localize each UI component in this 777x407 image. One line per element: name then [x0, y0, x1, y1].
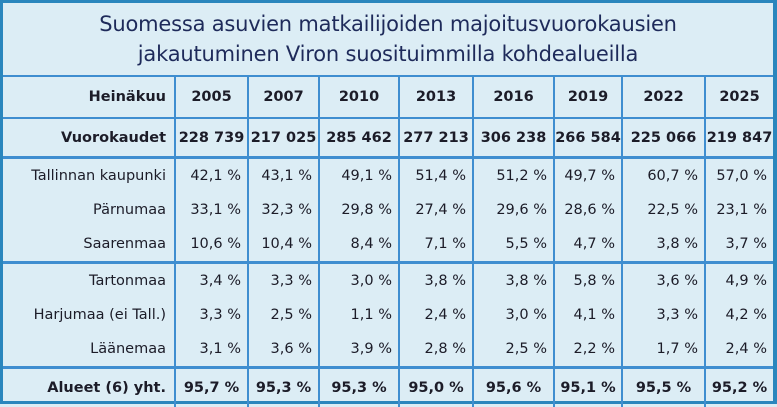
cell-value: 3,8 %	[622, 227, 705, 263]
cell-value: 95,1 %	[554, 368, 622, 407]
cell-value: 51,4 %	[399, 158, 473, 194]
nights-value: 228 739	[175, 118, 248, 158]
cell-value: 2,4 %	[399, 298, 473, 332]
nights-value: 277 213	[399, 118, 473, 158]
cell-value: 95,5 %	[622, 368, 705, 407]
year-header: 2016	[473, 76, 554, 118]
year-header: 2005	[175, 76, 248, 118]
cell-value: 49,1 %	[319, 158, 399, 194]
table-title: Suomessa asuvien matkailijoiden majoitus…	[3, 3, 773, 75]
cell-value: 2,5 %	[248, 298, 319, 332]
cell-value: 95,0 %	[399, 368, 473, 407]
total-row: Alueet (6) yht.95,7 %95,3 %95,3 %95,0 %9…	[3, 368, 773, 407]
cell-value: 33,1 %	[175, 193, 248, 227]
title-line-2: jakautuminen Viron suosituimmilla kohdea…	[3, 39, 773, 69]
cell-value: 95,7 %	[175, 368, 248, 407]
cell-value: 2,4 %	[705, 332, 773, 368]
cell-value: 3,9 %	[319, 332, 399, 368]
cell-value: 3,1 %	[175, 332, 248, 368]
cell-value: 23,1 %	[705, 193, 773, 227]
row-label: Alueet (6) yht.	[3, 368, 175, 407]
cell-value: 10,6 %	[175, 227, 248, 263]
row-label: Läänemaa	[3, 332, 175, 368]
row-label: Saarenmaa	[3, 227, 175, 263]
cell-value: 51,2 %	[473, 158, 554, 194]
cell-value: 49,7 %	[554, 158, 622, 194]
nights-label: Vuorokaudet	[3, 118, 175, 158]
nights-value: 285 462	[319, 118, 399, 158]
cell-value: 42,1 %	[175, 158, 248, 194]
nights-value: 217 025	[248, 118, 319, 158]
cell-value: 5,5 %	[473, 227, 554, 263]
year-header: 2019	[554, 76, 622, 118]
year-header: 2010	[319, 76, 399, 118]
cell-value: 27,4 %	[399, 193, 473, 227]
year-header: 2022	[622, 76, 705, 118]
nights-value: 225 066	[622, 118, 705, 158]
cell-value: 1,1 %	[319, 298, 399, 332]
cell-value: 3,8 %	[399, 263, 473, 299]
cell-value: 95,2 %	[705, 368, 773, 407]
cell-value: 2,8 %	[399, 332, 473, 368]
cell-value: 95,6 %	[473, 368, 554, 407]
cell-value: 95,3 %	[248, 368, 319, 407]
title-line-1: Suomessa asuvien matkailijoiden majoitus…	[3, 9, 773, 39]
nights-value: 219 847	[705, 118, 773, 158]
cell-value: 1,7 %	[622, 332, 705, 368]
cell-value: 3,0 %	[473, 298, 554, 332]
year-header: 2025	[705, 76, 773, 118]
cell-value: 3,8 %	[473, 263, 554, 299]
cell-value: 43,1 %	[248, 158, 319, 194]
cell-value: 3,3 %	[622, 298, 705, 332]
row-label: Tallinnan kaupunki	[3, 158, 175, 194]
cell-value: 3,3 %	[248, 263, 319, 299]
cell-value: 3,6 %	[248, 332, 319, 368]
cell-value: 4,7 %	[554, 227, 622, 263]
region-row: Harjumaa (ei Tall.)3,3 %2,5 %1,1 %2,4 %3…	[3, 298, 773, 332]
row-label: Pärnumaa	[3, 193, 175, 227]
cell-value: 3,7 %	[705, 227, 773, 263]
nights-value: 306 238	[473, 118, 554, 158]
cell-value: 7,1 %	[399, 227, 473, 263]
cell-value: 28,6 %	[554, 193, 622, 227]
cell-value: 2,5 %	[473, 332, 554, 368]
cell-value: 29,6 %	[473, 193, 554, 227]
header-row: Heinäkuu 2005 2007 2010 2013 2016 2019 2…	[3, 76, 773, 118]
cell-value: 2,2 %	[554, 332, 622, 368]
cell-value: 60,7 %	[622, 158, 705, 194]
year-header: 2007	[248, 76, 319, 118]
cell-value: 3,6 %	[622, 263, 705, 299]
cell-value: 32,3 %	[248, 193, 319, 227]
cell-value: 3,4 %	[175, 263, 248, 299]
year-header: 2013	[399, 76, 473, 118]
cell-value: 57,0 %	[705, 158, 773, 194]
cell-value: 5,8 %	[554, 263, 622, 299]
row-label: Harjumaa (ei Tall.)	[3, 298, 175, 332]
stats-table: Heinäkuu 2005 2007 2010 2013 2016 2019 2…	[3, 75, 773, 407]
nights-row: Vuorokaudet 228 739 217 025 285 462 277 …	[3, 118, 773, 158]
cell-value: 3,3 %	[175, 298, 248, 332]
cell-value: 8,4 %	[319, 227, 399, 263]
cell-value: 29,8 %	[319, 193, 399, 227]
cell-value: 3,0 %	[319, 263, 399, 299]
cell-value: 95,3 %	[319, 368, 399, 407]
cell-value: 4,1 %	[554, 298, 622, 332]
header-label: Heinäkuu	[3, 76, 175, 118]
cell-value: 4,2 %	[705, 298, 773, 332]
cell-value: 4,9 %	[705, 263, 773, 299]
cell-value: 22,5 %	[622, 193, 705, 227]
row-label: Tartonmaa	[3, 263, 175, 299]
nights-value: 266 584	[554, 118, 622, 158]
cell-value: 10,4 %	[248, 227, 319, 263]
